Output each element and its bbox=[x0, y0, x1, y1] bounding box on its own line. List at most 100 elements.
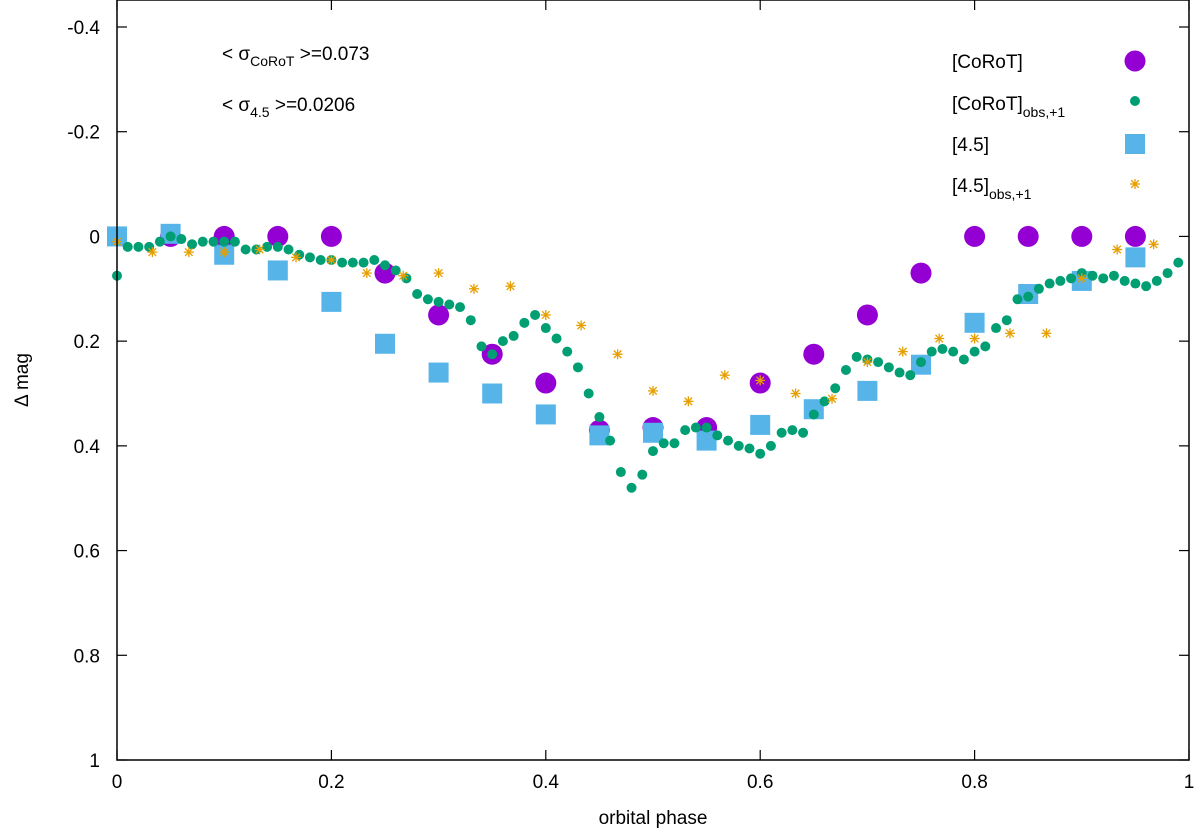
data-point bbox=[680, 425, 691, 436]
data-point bbox=[208, 236, 219, 247]
data-point bbox=[154, 236, 165, 247]
data-point bbox=[658, 438, 669, 449]
x-tick-label: 0.8 bbox=[961, 772, 987, 793]
data-point bbox=[798, 427, 809, 438]
data-point bbox=[482, 383, 503, 404]
data-point bbox=[1041, 328, 1052, 339]
data-point bbox=[948, 346, 959, 357]
data-point bbox=[964, 225, 986, 247]
data-point bbox=[1033, 283, 1044, 294]
data-point bbox=[1023, 291, 1034, 302]
data-point bbox=[361, 268, 372, 279]
legend-label-corot: [CoRoT] bbox=[952, 52, 1023, 73]
data-point bbox=[1066, 273, 1077, 284]
data-point bbox=[857, 380, 878, 401]
legend-label-corot-obs: [CoRoT]obs,+1 bbox=[952, 94, 1065, 120]
data-point bbox=[1055, 275, 1066, 286]
data-point bbox=[840, 364, 851, 375]
data-point bbox=[183, 247, 194, 258]
data-point bbox=[476, 341, 487, 352]
data-point bbox=[519, 317, 530, 328]
data-point bbox=[937, 343, 948, 354]
y-tick-label: 0.2 bbox=[74, 332, 100, 353]
data-point bbox=[422, 294, 433, 305]
data-point bbox=[540, 323, 551, 334]
data-point bbox=[1141, 281, 1152, 292]
x-axis-label: orbital phase bbox=[599, 808, 708, 829]
data-point bbox=[750, 414, 771, 435]
data-point bbox=[605, 435, 616, 446]
data-point bbox=[701, 422, 712, 433]
data-point bbox=[455, 302, 466, 313]
y-tick-label: 1 bbox=[89, 751, 100, 772]
data-point bbox=[755, 448, 766, 459]
data-point bbox=[683, 396, 694, 407]
plot-frame bbox=[116, 0, 1190, 761]
plot-area bbox=[107, 223, 1184, 493]
legend-label-4-5: [4.5] bbox=[952, 135, 989, 156]
data-point bbox=[1108, 270, 1119, 281]
data-point bbox=[958, 354, 969, 365]
data-point bbox=[723, 435, 734, 446]
legend: [CoRoT] [CoRoT]obs,+1 [4.5] [4.5]obs,+1 bbox=[952, 50, 1146, 202]
data-point bbox=[144, 241, 155, 252]
series-2 bbox=[107, 223, 1146, 451]
data-point bbox=[643, 422, 663, 443]
data-point bbox=[213, 225, 235, 247]
data-point bbox=[374, 262, 396, 284]
data-point bbox=[562, 346, 573, 357]
data-point bbox=[267, 260, 288, 281]
data-point bbox=[508, 330, 519, 341]
data-point bbox=[862, 357, 873, 368]
data-point bbox=[505, 281, 516, 292]
data-point bbox=[487, 349, 498, 360]
data-point bbox=[390, 265, 401, 276]
data-point bbox=[347, 257, 358, 268]
data-point bbox=[412, 289, 423, 300]
data-point bbox=[1173, 257, 1184, 268]
x-tick-label: 1 bbox=[1184, 772, 1195, 793]
data-point bbox=[229, 236, 240, 247]
legend-marker bbox=[1130, 96, 1140, 106]
data-point bbox=[1125, 247, 1146, 268]
data-point bbox=[1076, 273, 1087, 284]
data-point bbox=[433, 296, 444, 307]
y-tick-label: 0 bbox=[89, 227, 100, 248]
annotation-sigma-4-5: < σ4.5 >=0.0206 bbox=[222, 95, 355, 120]
data-point bbox=[969, 333, 980, 344]
data-point bbox=[669, 438, 680, 449]
data-point bbox=[827, 393, 838, 404]
data-point bbox=[612, 349, 623, 360]
data-point bbox=[465, 315, 476, 326]
data-point bbox=[254, 244, 265, 255]
data-point bbox=[551, 333, 562, 344]
data-point bbox=[133, 241, 144, 252]
data-point bbox=[916, 357, 926, 368]
data-point bbox=[321, 291, 342, 312]
data-point bbox=[934, 333, 945, 344]
data-point bbox=[147, 247, 158, 258]
data-point bbox=[1112, 244, 1123, 255]
x-tick-label: 0 bbox=[112, 772, 123, 793]
data-point bbox=[1098, 273, 1109, 284]
legend-label-4-5-obs: [4.5]obs,+1 bbox=[952, 176, 1032, 202]
data-point bbox=[428, 362, 449, 383]
data-point bbox=[626, 482, 637, 493]
data-point bbox=[851, 351, 862, 362]
data-point bbox=[369, 254, 380, 265]
data-point bbox=[468, 283, 479, 294]
legend-marker bbox=[1124, 50, 1146, 72]
data-point bbox=[1151, 275, 1162, 286]
axes: 0 0.2 0.4 0.6 0.8 1 -0.4 -0.2 0 0.2 0.4 0.6 0.8 1 bbox=[67, 0, 1194, 793]
data-point bbox=[905, 370, 916, 381]
data-point bbox=[830, 383, 841, 394]
x-tick-label: 0.4 bbox=[533, 772, 560, 793]
data-point bbox=[398, 270, 409, 281]
data-point bbox=[572, 362, 583, 373]
data-point bbox=[272, 241, 283, 252]
data-point bbox=[1148, 239, 1159, 250]
data-point bbox=[719, 370, 730, 381]
data-point bbox=[540, 309, 551, 320]
data-point bbox=[1119, 275, 1130, 286]
